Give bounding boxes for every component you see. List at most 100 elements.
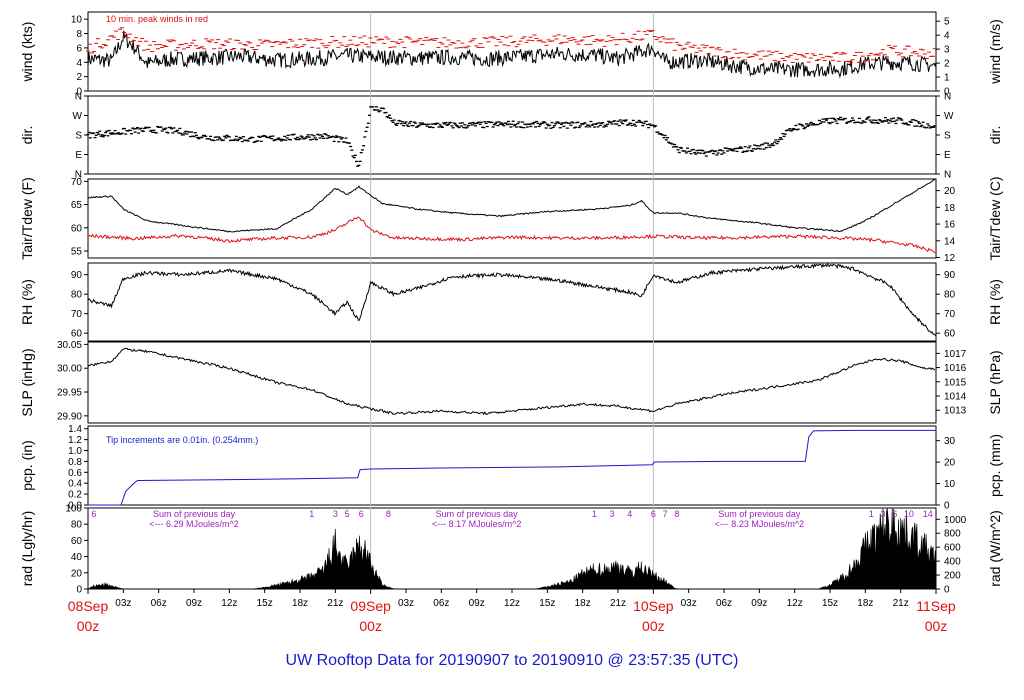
wind-tick-label: 1 <box>944 73 950 84</box>
temp-left-axis-label: Tair/Tdew (F) <box>19 177 35 259</box>
rad-daily-sum-title: Sum of previous day <box>718 509 801 519</box>
rad-tick-label: 0 <box>944 585 950 596</box>
slp-frame <box>87 341 937 424</box>
uv-index-mark: 6 <box>91 509 96 519</box>
rh-tick-label: 70 <box>944 309 956 320</box>
hour-tick-label: 15z <box>257 598 273 609</box>
rad-daily-sum-value: <--- 8.17 MJoules/m^2 <box>432 519 522 529</box>
rh-right-axis-label: RH (%) <box>987 279 1003 325</box>
wind-tick-label: 3 <box>944 45 950 56</box>
pcp-tick-label: 0.2 <box>68 490 82 501</box>
rad-tick-label: 60 <box>71 536 83 547</box>
wind-tick-label: 2 <box>76 72 82 83</box>
slp-left-axis-label: SLP (inHg) <box>19 348 35 416</box>
slp-tick-label: 1017 <box>944 349 967 360</box>
day-date-label: 09Sep <box>350 598 391 614</box>
hour-tick-label: 03z <box>115 598 131 609</box>
day-date-label: 10Sep <box>633 598 674 614</box>
hour-tick-label: 06z <box>433 598 449 609</box>
rad-tick-label: 80 <box>71 520 83 531</box>
temp-tick-label: 16 <box>944 220 956 231</box>
hour-tick-label: 09z <box>469 598 485 609</box>
hour-tick-label: 06z <box>151 598 167 609</box>
temp-tick-label: 55 <box>71 247 83 258</box>
slp-tick-label: 29.90 <box>57 411 82 422</box>
pcp-tick-label: 30 <box>944 436 956 447</box>
temp-tick-label: 70 <box>71 177 83 188</box>
direction-series <box>86 106 937 167</box>
temp-tick-label: 60 <box>71 223 83 234</box>
wind-frame <box>87 11 937 92</box>
uv-index-mark: 6 <box>651 509 656 519</box>
pcp-note: Tip increments are 0.01in. (0.254mm.) <box>106 435 258 445</box>
hour-tick-label: 18z <box>575 598 591 609</box>
temp-tick-label: 12 <box>944 253 956 264</box>
wind-note: 10 min. peak winds in red <box>106 14 208 24</box>
dir-tick-label: S <box>75 131 82 142</box>
rad-left-axis-label: rad (Lgly/hr) <box>19 511 35 586</box>
rad-tick-label: 40 <box>71 552 83 563</box>
day-hour-label: 00z <box>642 618 665 634</box>
hour-tick-label: 15z <box>539 598 555 609</box>
air-temp-series <box>87 179 935 233</box>
uv-index-mark: 7 <box>663 509 668 519</box>
slp-series <box>87 347 936 416</box>
uv-index-mark: 6 <box>892 509 897 519</box>
rh-tick-label: 80 <box>71 290 83 301</box>
day-hour-label: 00z <box>925 618 948 634</box>
rh-series <box>87 262 937 337</box>
pcp-tick-label: 10 <box>944 479 956 490</box>
rad-right-axis-label: rad (W/m^2) <box>987 510 1003 587</box>
hour-tick-label: 12z <box>787 598 803 609</box>
hour-tick-label: 06z <box>716 598 732 609</box>
hour-tick-label: 09z <box>186 598 202 609</box>
peak-wind-series <box>86 27 937 63</box>
rad-tick-label: 1000 <box>944 515 967 526</box>
slp-right-axis-label: SLP (hPa) <box>987 350 1003 414</box>
day-gridlines <box>370 12 654 589</box>
uv-index-mark: 4 <box>627 509 632 519</box>
rad-daily-sum-value: <--- 8.23 MJoules/m^2 <box>715 519 805 529</box>
hour-tick-label: 18z <box>292 598 308 609</box>
dir-tick-label: W <box>73 111 83 122</box>
pcp-tick-label: 1.0 <box>68 446 82 457</box>
precip-series <box>88 429 936 506</box>
uv-index-mark: 8 <box>674 509 679 519</box>
wind-tick-label: 2 <box>944 59 950 70</box>
temp-frame <box>87 178 937 259</box>
dir-right-axis-label: dir. <box>987 126 1003 145</box>
uv-index-mark: 3 <box>880 509 885 519</box>
dir-tick-label: N <box>944 170 951 181</box>
rh-tick-label: 80 <box>944 290 956 301</box>
uv-index-mark: 1 <box>869 509 874 519</box>
dir-tick-label: W <box>944 111 954 122</box>
rh-tick-label: 70 <box>71 309 83 320</box>
series-group <box>86 27 937 590</box>
uv-index-mark: 1 <box>309 509 314 519</box>
pcp-left-axis-label: pcp. (in) <box>19 440 35 491</box>
rh-tick-label: 90 <box>71 270 83 281</box>
wind-tick-label: 0 <box>76 87 82 98</box>
rh-frame <box>87 262 937 342</box>
pcp-tick-label: 0.4 <box>68 479 82 490</box>
wind-tick-label: 8 <box>76 29 82 40</box>
rad-tick-label: 0 <box>76 585 82 596</box>
rad-tick-label: 20 <box>71 568 83 579</box>
rad-daily-sum-title: Sum of previous day <box>153 509 236 519</box>
pcp-tick-label: 0.8 <box>68 457 82 468</box>
wind-right-axis-label: wind (m/s) <box>987 19 1003 85</box>
slp-tick-label: 1013 <box>944 406 967 417</box>
temp-right-axis-label: Tair/Tdew (C) <box>987 176 1003 260</box>
uv-index-mark: 8 <box>386 509 391 519</box>
wind-tick-label: 0 <box>944 87 950 98</box>
day-date-label: 11Sep <box>916 598 956 614</box>
hour-tick-label: 18z <box>857 598 873 609</box>
panel-frames <box>87 11 937 590</box>
hour-tick-label: 15z <box>822 598 838 609</box>
day-hour-label: 00z <box>77 618 100 634</box>
chart-title: UW Rooftop Data for 20190907 to 20190910… <box>286 652 739 669</box>
dir-tick-label: N <box>944 92 951 103</box>
wind-tick-label: 10 <box>71 15 83 26</box>
uv-index-mark: 3 <box>333 509 338 519</box>
